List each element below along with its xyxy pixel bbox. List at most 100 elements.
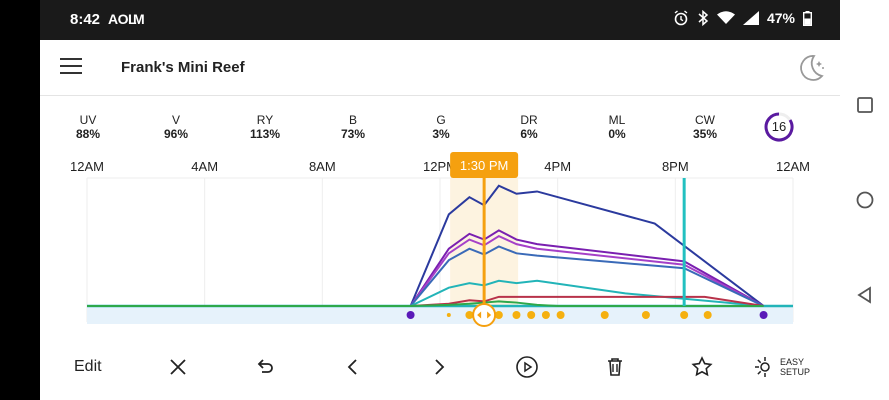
- time-bubble-bg: [450, 152, 519, 178]
- event-dot[interactable]: [641, 311, 650, 319]
- series-line-b: [87, 245, 765, 307]
- play-circle-icon: [516, 356, 538, 378]
- channel-ry[interactable]: RY 113%: [235, 113, 295, 141]
- channel-v[interactable]: V 96%: [146, 113, 206, 141]
- time-tick-label: 8PM: [662, 159, 689, 174]
- bottom-toolbar: Edit EASY SETUP: [40, 345, 840, 390]
- play-button[interactable]: [515, 353, 539, 381]
- favorite-button[interactable]: [690, 353, 714, 381]
- channel-value: 0%: [608, 127, 626, 141]
- event-dot[interactable]: [527, 311, 536, 319]
- time-tick-label: 4AM: [191, 159, 218, 174]
- cloud-level-dial[interactable]: 16: [763, 111, 795, 143]
- time-tick-label: 8AM: [309, 159, 336, 174]
- event-dot[interactable]: [600, 311, 609, 319]
- event-dot[interactable]: [406, 311, 415, 319]
- channel-name: UV: [79, 113, 97, 127]
- wifi-icon: [716, 11, 735, 24]
- app-bar: Frank's Mini Reef: [40, 40, 840, 96]
- edit-button[interactable]: Edit: [74, 358, 102, 375]
- undo-icon: [257, 359, 273, 373]
- time-tick-label: 12AM: [776, 159, 810, 174]
- channel-value: 96%: [163, 127, 189, 141]
- page-title: Frank's Mini Reef: [121, 59, 245, 76]
- recents-square-icon: [857, 97, 873, 113]
- series-line-g: [87, 300, 764, 307]
- series-line-v: [87, 229, 765, 307]
- recents-button[interactable]: [855, 95, 875, 115]
- back-button[interactable]: [855, 285, 875, 305]
- time-scrub-handle[interactable]: [472, 303, 497, 327]
- time-tick-label: 12AM: [70, 159, 104, 174]
- easy-setup-line2: SETUP: [780, 367, 811, 377]
- channel-ml[interactable]: ML 0%: [587, 113, 647, 141]
- scrub-handle-ring: [472, 303, 497, 327]
- channel-value: 113%: [249, 127, 281, 141]
- aol-notification-icon: AOL: [108, 11, 137, 27]
- time-tick-label: 4PM: [544, 159, 571, 174]
- bluetooth-icon: [698, 10, 709, 26]
- android-nav-bar: [840, 0, 889, 400]
- app-screen: 8:42 AOL M 47% Frank's Mini Reef UV 88% V…: [40, 0, 840, 400]
- back-triangle-icon: [857, 286, 871, 304]
- drag-arrows-icon: [477, 311, 492, 319]
- status-bar: 8:42 AOL M 47%: [40, 0, 840, 40]
- series-line-ry: [87, 234, 765, 307]
- channel-g[interactable]: G 3%: [411, 113, 471, 141]
- cloud-level-ring-icon: [764, 112, 794, 142]
- hamburger-menu-icon[interactable]: [60, 58, 82, 76]
- battery-percent: 47%: [766, 10, 795, 26]
- channel-name: B: [348, 113, 357, 127]
- event-dot[interactable]: [494, 311, 503, 319]
- event-dot[interactable]: [446, 313, 451, 317]
- easy-setup-icon: [755, 357, 770, 377]
- channel-name: G: [436, 113, 446, 127]
- channel-value: 35%: [692, 127, 718, 141]
- channel-value: 3%: [432, 127, 450, 141]
- event-dot[interactable]: [759, 311, 768, 319]
- chart-grid: [86, 177, 794, 322]
- channel-value: 6%: [520, 127, 538, 141]
- easy-setup-label: EASY SETUP: [780, 357, 810, 377]
- channel-value: 88%: [75, 127, 101, 141]
- current-time-label: 1:30 PM: [460, 158, 508, 173]
- signal-icon: [742, 11, 759, 25]
- close-button[interactable]: [166, 353, 190, 381]
- undo-button[interactable]: [253, 353, 277, 381]
- close-icon: [170, 359, 186, 375]
- channel-name: CW: [695, 113, 715, 127]
- previous-button[interactable]: [341, 353, 365, 381]
- delete-button[interactable]: [603, 353, 627, 381]
- night-mode-moon-icon[interactable]: [792, 50, 828, 86]
- time-tick-label: 12PM: [423, 159, 457, 174]
- event-dot[interactable]: [512, 311, 521, 319]
- gmail-notification-icon: M: [133, 11, 145, 27]
- event-dot[interactable]: [680, 311, 689, 319]
- alarm-icon: [674, 10, 688, 26]
- home-button[interactable]: [855, 190, 875, 210]
- channel-b[interactable]: B 73%: [323, 113, 383, 141]
- event-strip: [87, 306, 793, 324]
- chevron-right-icon: [435, 359, 445, 375]
- channel-name: ML: [608, 113, 626, 127]
- event-dot[interactable]: [465, 311, 474, 319]
- channel-uv[interactable]: UV 88%: [58, 113, 118, 141]
- event-dot[interactable]: [556, 311, 565, 319]
- channel-dr[interactable]: DR 6%: [499, 113, 559, 141]
- next-button[interactable]: [427, 353, 451, 381]
- battery-icon: [803, 10, 812, 26]
- channel-value: 73%: [340, 127, 366, 141]
- chevron-left-icon: [347, 359, 357, 375]
- channel-cw[interactable]: CW 35%: [675, 113, 735, 141]
- event-dot[interactable]: [541, 311, 550, 319]
- easy-setup-line1: EASY: [780, 357, 805, 367]
- easy-setup-button[interactable]: EASY SETUP: [753, 353, 810, 381]
- event-dot[interactable]: [703, 311, 712, 319]
- time-bubble[interactable]: 1:30 PM: [450, 152, 519, 178]
- schedule-chart[interactable]: 12AM 4AM 8AM 12PM 4PM 8PM 12AM 1:30 PM: [40, 150, 840, 340]
- series-line-cw: [87, 279, 764, 307]
- channel-name: V: [171, 113, 180, 127]
- cloud-level-value: 16: [771, 119, 787, 134]
- status-time: 8:42: [70, 11, 101, 28]
- trash-icon: [608, 358, 622, 376]
